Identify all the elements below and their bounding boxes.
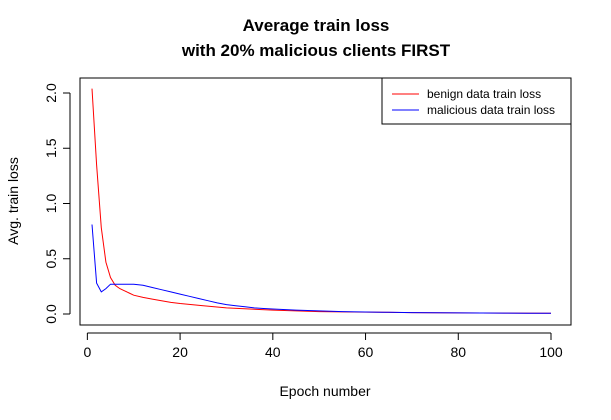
- series-line-malicious: [91, 224, 551, 314]
- legend-box: [381, 77, 572, 125]
- chart-title-line2: with 20% malicious clients FIRST: [181, 41, 451, 60]
- y-axis-label: Avg. train loss: [5, 157, 21, 245]
- legend: benign data train loss malicious data tr…: [381, 77, 572, 125]
- series-group: [91, 88, 552, 314]
- x-axis: 0 20 40 60 80 100: [83, 332, 563, 360]
- x-axis-label: Epoch number: [279, 383, 370, 399]
- y-tick-label: 2.0: [43, 83, 59, 103]
- y-tick-label: 0.5: [43, 249, 59, 269]
- legend-label-malicious: malicious data train loss: [427, 103, 555, 117]
- y-tick-label: 0.0: [43, 304, 59, 324]
- y-axis: 0.0 0.5 1.0 1.5 2.0: [43, 83, 71, 324]
- x-tick-label: 60: [358, 344, 374, 360]
- chart-title-line1: Average train loss: [243, 16, 390, 35]
- x-tick-label: 40: [265, 344, 281, 360]
- y-tick-label: 1.5: [43, 138, 59, 158]
- x-tick-label: 100: [539, 344, 563, 360]
- y-tick-label: 1.0: [43, 194, 59, 214]
- legend-label-benign: benign data train loss: [427, 87, 541, 101]
- x-tick-label: 20: [172, 344, 188, 360]
- x-tick-label: 80: [450, 344, 466, 360]
- plot-frame: [79, 77, 572, 326]
- x-tick-label: 0: [83, 344, 91, 360]
